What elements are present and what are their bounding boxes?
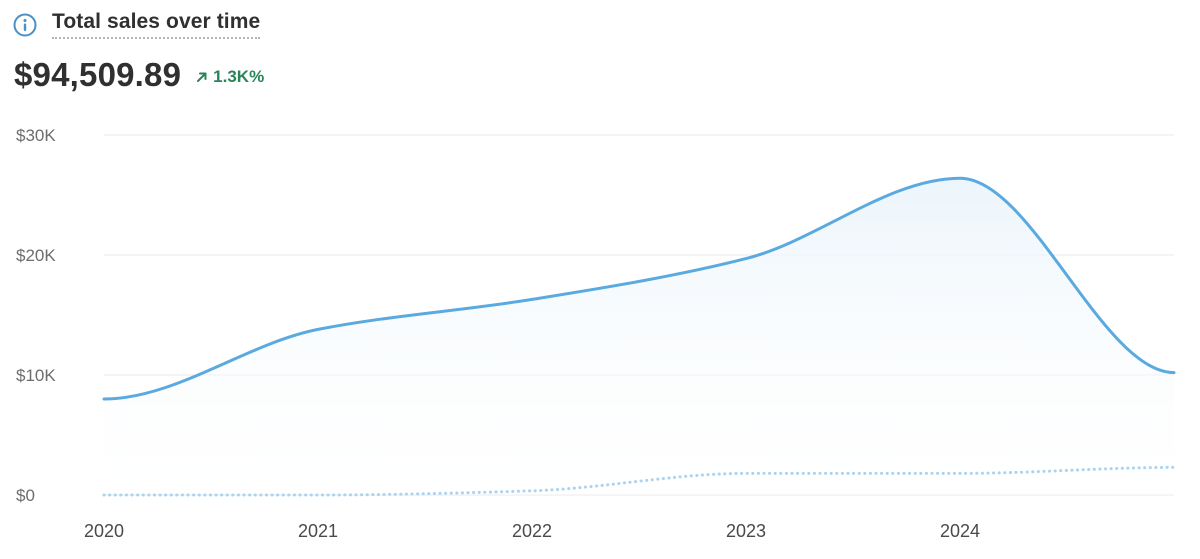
y-tick-label: $20K	[16, 246, 56, 265]
sales-area-fill	[104, 178, 1174, 495]
x-tick-label: 2020	[84, 521, 124, 541]
y-tick-label: $0	[16, 486, 35, 505]
chart-title[interactable]: Total sales over time	[52, 10, 261, 39]
x-tick-label: 2022	[512, 521, 552, 541]
chart-header: Total sales over time	[12, 10, 261, 39]
total-sales-value: $94,509.89	[14, 56, 182, 93]
x-tick-label: 2023	[726, 521, 766, 541]
y-tick-label: $10K	[16, 366, 56, 385]
info-icon[interactable]	[12, 12, 38, 38]
x-tick-label: 2021	[298, 521, 338, 541]
sales-line	[102, 176, 1176, 401]
change-percent: 1.3K%	[213, 67, 265, 86]
sales-summary: $94,509.89 1.3K%	[14, 56, 264, 94]
x-tick-label: 2024	[940, 521, 980, 541]
y-tick-label: $30K	[16, 126, 56, 145]
change-badge: 1.3K%	[195, 67, 264, 87]
arrow-up-right-icon	[197, 72, 207, 82]
